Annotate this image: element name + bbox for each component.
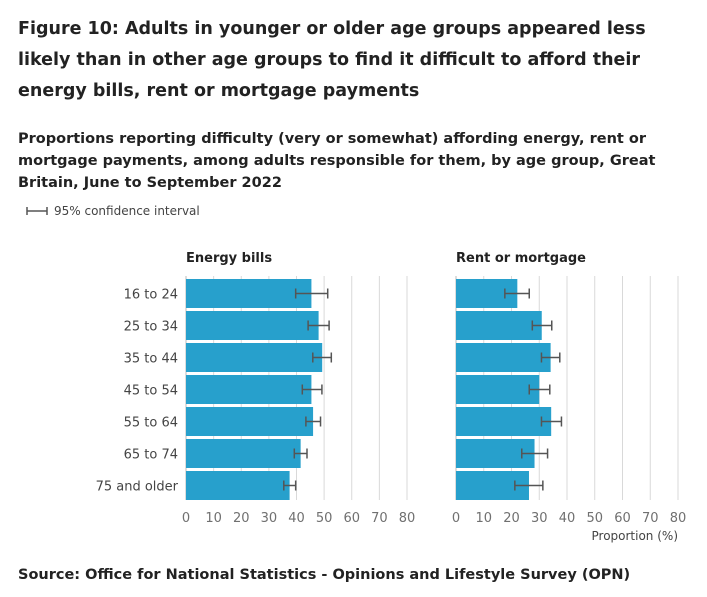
bar (186, 279, 312, 308)
category-label: 55 to 64 (124, 416, 178, 431)
category-label: 16 to 24 (124, 288, 178, 303)
x-tick-label: 20 (503, 511, 520, 526)
legend: 95% confidence interval (26, 204, 200, 218)
bar (186, 407, 314, 436)
bar (456, 375, 540, 404)
source-note: Source: Office for National Statistics -… (18, 567, 631, 583)
figure-subtitle: Proportions reporting difficulty (very o… (18, 131, 656, 191)
bar (186, 343, 323, 372)
x-tick-label: 80 (670, 511, 687, 526)
x-axis-label: Proportion (%) (592, 529, 679, 543)
legend-label: 95% confidence interval (54, 204, 200, 218)
panel-title: Energy bills (186, 251, 272, 266)
x-tick-label: 80 (399, 511, 416, 526)
bar (456, 407, 552, 436)
x-tick-label: 40 (288, 511, 305, 526)
x-tick-label: 60 (614, 511, 631, 526)
x-tick-label: 50 (586, 511, 603, 526)
bar (456, 343, 551, 372)
x-tick-label: 60 (343, 511, 360, 526)
bar (186, 311, 319, 340)
x-tick-label: 50 (316, 511, 333, 526)
category-label: 75 and older (96, 480, 179, 495)
x-tick-label: 0 (182, 511, 190, 526)
bar (186, 471, 290, 500)
figure-title: Figure 10: Adults in younger or older ag… (18, 19, 646, 101)
bar (186, 375, 312, 404)
x-tick-label: 30 (261, 511, 278, 526)
x-tick-label: 40 (559, 511, 576, 526)
category-label: 25 to 34 (124, 320, 178, 335)
x-tick-label: 30 (531, 511, 548, 526)
x-tick-label: 10 (205, 511, 222, 526)
x-tick-label: 70 (642, 511, 659, 526)
category-label: 35 to 44 (124, 352, 178, 367)
x-tick-label: 20 (233, 511, 250, 526)
x-tick-label: 70 (371, 511, 388, 526)
x-tick-label: 10 (475, 511, 492, 526)
x-tick-label: 0 (452, 511, 460, 526)
bar (186, 439, 301, 468)
category-label: 65 to 74 (124, 448, 178, 463)
bar (456, 311, 542, 340)
panel-title: Rent or mortgage (456, 251, 586, 266)
category-label: 45 to 54 (124, 384, 178, 399)
confidence-interval-icon (26, 207, 48, 215)
